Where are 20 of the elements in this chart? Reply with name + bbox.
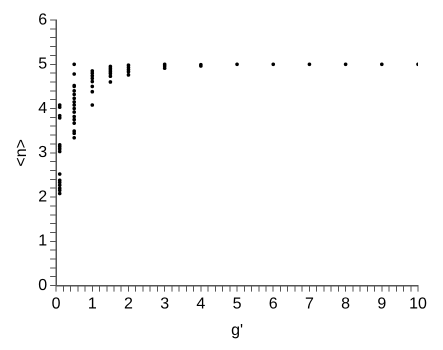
x-tick-label: 10 bbox=[409, 296, 427, 313]
x-tick-label: 3 bbox=[160, 296, 170, 313]
y-axis-title: <n> bbox=[13, 139, 30, 167]
y-tick-label: 1 bbox=[38, 232, 48, 250]
x-axis-title: g' bbox=[231, 322, 244, 339]
y-tick-label: 3 bbox=[38, 144, 48, 162]
x-tick-label: 5 bbox=[232, 296, 242, 313]
x-tick-label: 6 bbox=[268, 296, 278, 313]
x-tick-label: 4 bbox=[196, 296, 206, 313]
x-tick-label: 0 bbox=[52, 296, 61, 313]
x-tick-label: 7 bbox=[304, 296, 314, 313]
y-tick-label: 5 bbox=[38, 56, 48, 73]
y-tick-label: 2 bbox=[38, 188, 48, 206]
y-tick-label: 0 bbox=[38, 277, 48, 294]
y-tick-label: 6 bbox=[38, 11, 48, 28]
y-tick-label: 4 bbox=[38, 100, 48, 117]
x-tick-label: 1 bbox=[88, 296, 97, 313]
x-tick-label: 8 bbox=[341, 296, 350, 313]
x-tick-label: 2 bbox=[124, 296, 134, 313]
x-tick-label: 9 bbox=[377, 296, 386, 313]
